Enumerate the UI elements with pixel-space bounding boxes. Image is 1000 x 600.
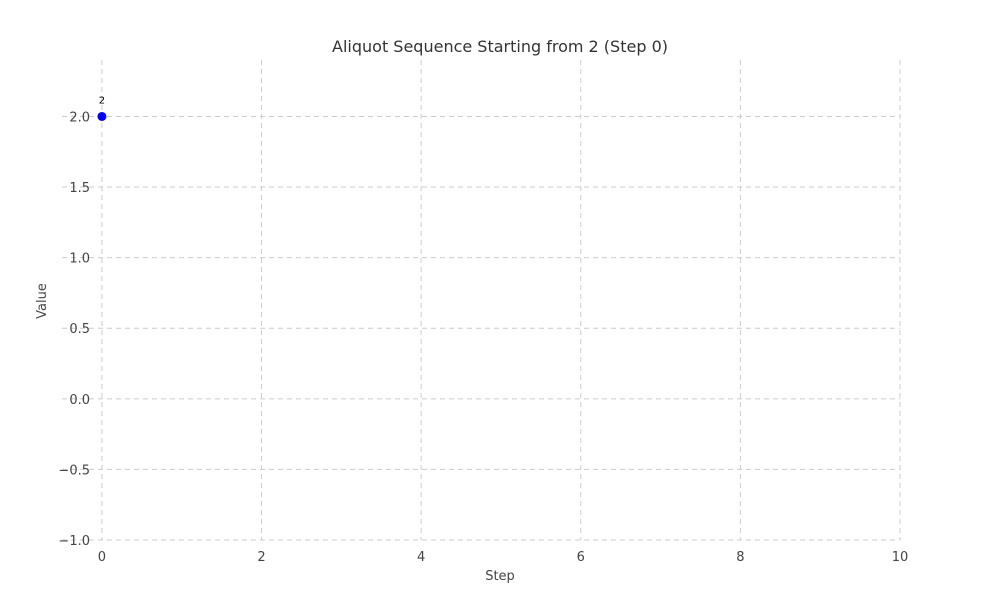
x-axis-ticks: 0 2 4 6 8 10	[98, 550, 909, 565]
y-tick-label: 2.0	[69, 110, 90, 125]
y-tick-label: 1.5	[69, 181, 90, 196]
y-tick-label: 0.5	[69, 322, 90, 337]
data-point	[97, 111, 107, 121]
data-points: 2	[97, 95, 107, 121]
x-tick-label: 0	[98, 550, 106, 565]
y-axis-label: Value	[35, 283, 50, 319]
x-tick-label: 2	[257, 550, 265, 565]
y-tick-label: −1.0	[58, 534, 90, 549]
data-point-label: 2	[99, 95, 105, 106]
grid-lines	[62, 60, 901, 541]
x-axis-label: Step	[485, 569, 515, 584]
y-axis-ticks: −1.0 −0.5 0.0 0.5 1.0 1.5 2.0	[58, 110, 90, 549]
x-tick-label: 4	[417, 550, 425, 565]
y-tick-label: 0.0	[69, 393, 90, 408]
x-tick-label: 6	[577, 550, 585, 565]
chart-title: Aliquot Sequence Starting from 2 (Step 0…	[332, 37, 668, 56]
y-tick-label: 1.0	[69, 252, 90, 267]
x-tick-label: 8	[736, 550, 744, 565]
x-tick-label: 10	[892, 550, 909, 565]
y-tick-label: −0.5	[58, 463, 90, 478]
